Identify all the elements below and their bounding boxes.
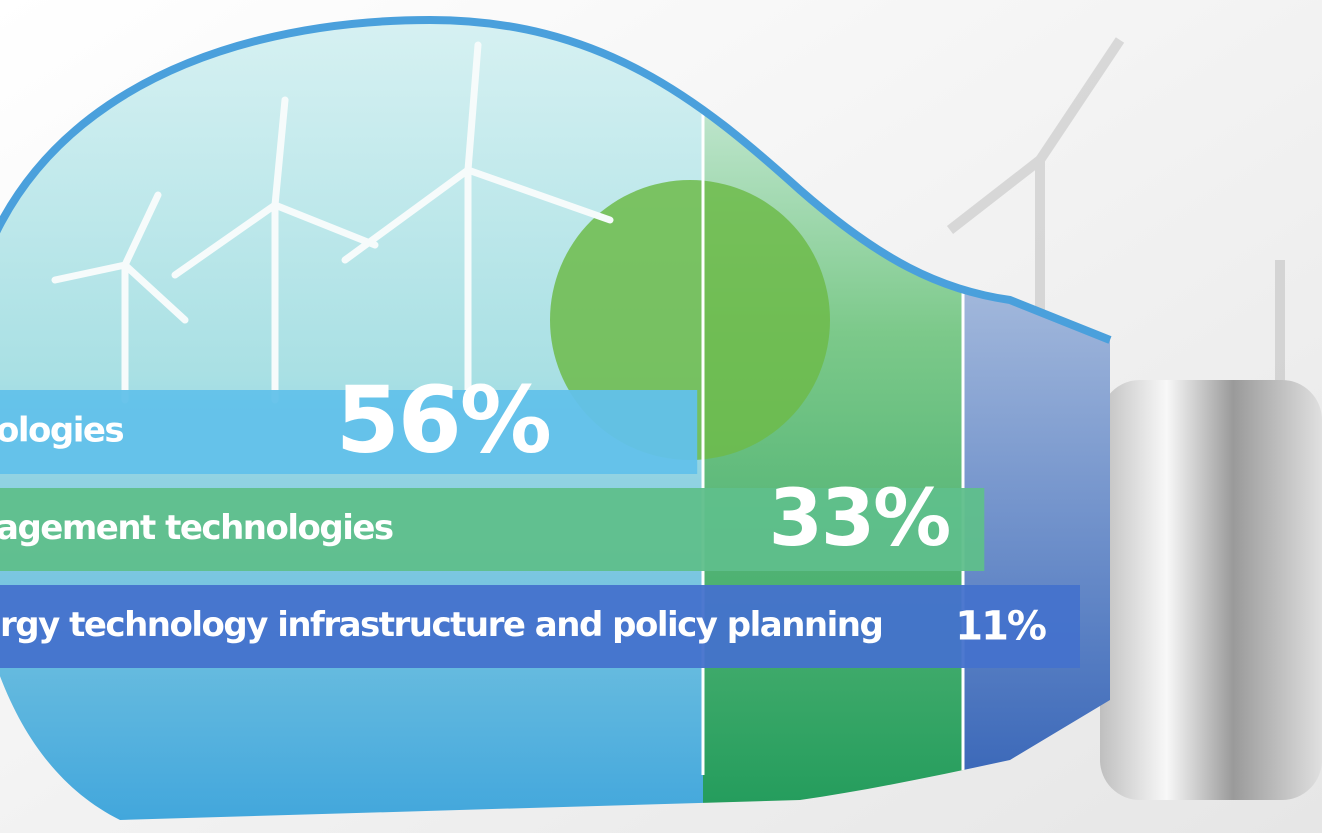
value-label: 33% xyxy=(769,474,950,564)
value-label: 56% xyxy=(336,366,550,473)
bar-label: rgy technology infrastructure and policy… xyxy=(0,605,882,645)
value-label: 11% xyxy=(955,604,1046,650)
bulb-base xyxy=(1100,380,1322,800)
infographic: ologies 56% agement technologies 33% rgy tec… xyxy=(0,0,1322,833)
bar-label: agement technologies xyxy=(0,508,393,548)
page: ologies 56% agement technologies 33% rgy tec… xyxy=(0,0,1322,833)
bar-label: ologies xyxy=(0,411,123,451)
